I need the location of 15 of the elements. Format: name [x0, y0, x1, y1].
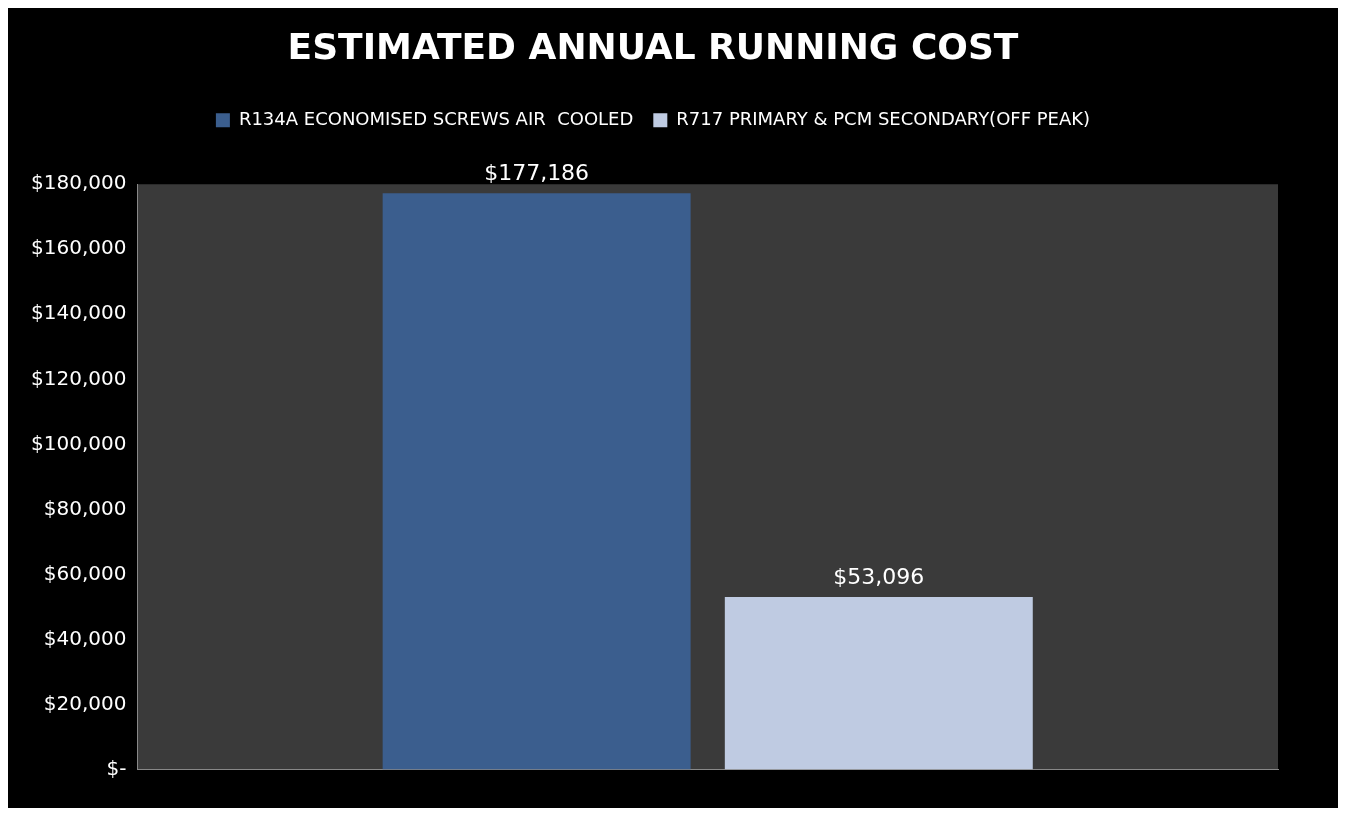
y-tick-label: $100,000	[30, 430, 127, 455]
y-tick-label: $60,000	[43, 560, 127, 585]
data-label: $177,186	[484, 160, 590, 186]
y-tick-label: $40,000	[43, 625, 127, 650]
data-label: $53,096	[833, 563, 925, 589]
y-tick-label: $140,000	[30, 300, 127, 325]
chart-title: ESTIMATED ANNUAL RUNNING COST	[287, 25, 1019, 67]
y-tick-label: $160,000	[30, 235, 127, 260]
y-tick-label: $80,000	[43, 495, 127, 520]
legend-label: R717 PRIMARY & PCM SECONDARY(OFF PEAK)	[676, 107, 1091, 129]
y-tick-label: $-	[106, 755, 127, 780]
y-tick-label: $180,000	[30, 170, 127, 195]
legend-label: R134A ECONOMISED SCREWS AIR COOLED	[238, 107, 634, 129]
y-tick-label: $120,000	[30, 365, 127, 390]
y-tick-label: $20,000	[43, 690, 127, 715]
